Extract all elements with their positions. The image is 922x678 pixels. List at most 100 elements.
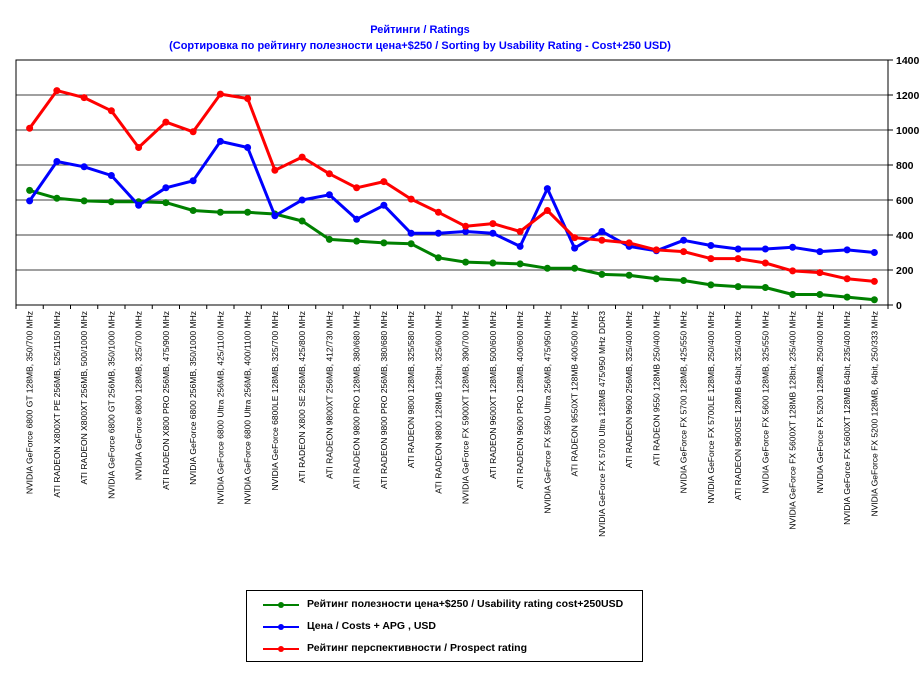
data-point-s2-10: [298, 153, 306, 161]
x-tick-label: NVIDIA GeForce 6800 GT 256MB, 350/1000 M…: [106, 311, 116, 499]
data-point-s1-27: [761, 245, 769, 253]
data-point-s2-22: [625, 239, 633, 247]
data-point-s1-24: [680, 236, 688, 244]
x-tick-label: ATI RADEON 9550 128MB 250/400 MHz: [651, 311, 661, 466]
data-point-s2-23: [652, 246, 660, 254]
data-point-s0-30: [843, 293, 851, 301]
data-point-s0-1: [53, 194, 61, 202]
series-line-0: [29, 188, 875, 302]
x-tick-label: NVIDIA GeForce FX 5900XT 128MB, 390/700 …: [461, 311, 471, 504]
data-point-s1-28: [789, 243, 797, 251]
x-tick-label: NVIDIA GeForce 6800 128MB, 325/700 MHz: [134, 311, 144, 480]
x-tick-label: NVIDIA GeForce 6800 Ultra 256MB, 425/110…: [215, 311, 225, 505]
data-point-s0-13: [380, 239, 388, 247]
data-point-s2-4: [135, 144, 143, 151]
data-point-s2-21: [598, 236, 606, 244]
x-tick-label: ATI RADEON 9600SE 128MB 64bit, 325/400 M…: [733, 311, 743, 500]
data-point-s1-0: [26, 197, 34, 205]
data-point-s1-3: [107, 172, 115, 179]
x-tick-label: NVIDIA GeForce 6800 Ultra 256MB, 400/110…: [243, 311, 253, 505]
data-point-s2-18: [516, 228, 524, 235]
data-point-s1-16: [462, 228, 470, 235]
x-tick-label: ATI RADEON 9800XT 256MB, 412/730 MHz: [324, 311, 334, 479]
chart-title: Рейтинги / Ratings: [370, 24, 470, 36]
data-point-s1-15: [434, 229, 442, 237]
data-point-s2-24: [680, 248, 688, 256]
data-point-s2-14: [407, 195, 415, 203]
data-point-s0-21: [598, 270, 606, 278]
data-point-s2-6: [189, 128, 197, 136]
data-point-s1-25: [707, 242, 715, 249]
data-point-s0-12: [353, 237, 361, 245]
data-point-s2-0: [26, 124, 34, 132]
data-point-s0-10: [298, 217, 306, 225]
x-tick-label: ATI RADEON 9800 PRO 128MB, 380/680 MHz: [352, 311, 362, 489]
data-point-s1-19: [543, 185, 551, 193]
data-point-s2-2: [80, 94, 88, 102]
data-point-s1-6: [189, 177, 197, 185]
y-tick-label: 1200: [896, 90, 920, 102]
x-tick-label: NVIDIA GeForce FX 5200 128MB, 64bit, 250…: [869, 311, 879, 517]
data-point-s1-5: [162, 184, 170, 192]
legend-label-usability: Рейтинг полезности цена+$250 / Usability…: [307, 598, 624, 610]
data-point-s2-13: [380, 178, 388, 186]
series-line-1: [28, 139, 875, 254]
data-point-s2-5: [162, 118, 170, 126]
data-point-s0-19: [543, 264, 551, 272]
legend-swatch-cost: [263, 624, 299, 630]
data-point-s1-8: [244, 144, 252, 151]
data-point-s1-11: [325, 191, 333, 199]
data-point-s0-22: [625, 271, 633, 279]
data-point-s1-20: [571, 244, 579, 252]
x-tick-label: NVIDIA GeForce FX 5700 128MB, 425/550 MH…: [679, 311, 689, 493]
data-point-s1-17: [489, 229, 497, 237]
x-tick-label: NVIDIA GeForce 6800LE 128MB, 325/700 MHz: [270, 311, 280, 491]
legend-swatch-usability: [263, 602, 299, 608]
data-point-s2-30: [843, 275, 851, 283]
plot-area: [15, 59, 889, 306]
x-tick-label: ATI RADEON X800 PRO 256MB, 475/900 MHz: [161, 311, 171, 490]
data-point-s2-31: [870, 277, 878, 285]
x-tick-label: ATI RADEON 9600XT 128MB, 500/600 MHz: [488, 311, 498, 479]
data-point-s0-14: [407, 240, 415, 248]
data-point-s1-9: [271, 212, 279, 220]
data-point-s0-11: [325, 235, 333, 243]
data-point-s2-15: [434, 208, 442, 216]
data-point-s1-29: [816, 248, 824, 256]
data-point-s1-13: [380, 201, 388, 209]
data-point-s0-18: [516, 260, 524, 268]
data-point-s0-20: [571, 264, 579, 272]
y-tick-label: 1000: [896, 125, 920, 137]
x-tick-label: NVIDIA GeForce FX 5950 Ultra 256MB, 475/…: [542, 311, 552, 514]
data-point-s0-6: [189, 207, 197, 214]
x-tick-label: ATI RADEON 9800 128MB 128bit, 325/600 MH…: [433, 311, 443, 494]
x-tick-label: ATI RADEON X800XT 256MB, 500/1000 MHz: [79, 311, 89, 485]
data-point-s0-28: [789, 291, 797, 298]
data-point-s0-7: [216, 208, 224, 216]
data-point-s0-2: [80, 197, 88, 205]
x-tick-label: ATI RADEON X800XT PE 256MB, 525/1150 MHz: [52, 311, 62, 498]
data-point-s2-17: [489, 220, 497, 228]
data-point-s1-10: [298, 196, 306, 204]
y-tick-label: 200: [896, 265, 914, 277]
legend-label-prospect: Рейтинг перспективности / Prospect ratin…: [307, 642, 528, 654]
y-tick-label: 400: [896, 230, 914, 242]
data-point-s0-17: [489, 259, 497, 267]
data-point-s2-25: [707, 255, 715, 263]
y-tick-label: 0: [896, 300, 902, 312]
data-point-s0-31: [870, 296, 878, 304]
x-tick-label: NVIDIA GeForce 6800 256MB, 350/1000 MHz: [188, 311, 198, 485]
x-tick-label: ATI RADEON 9600 256MB, 325/400 MHz: [624, 311, 634, 468]
data-point-s0-29: [816, 291, 824, 298]
data-point-s0-15: [434, 254, 442, 262]
data-point-s2-27: [761, 259, 769, 267]
data-point-s1-31: [870, 249, 878, 256]
data-point-s2-8: [244, 95, 252, 102]
data-point-s1-18: [516, 242, 524, 250]
y-tick-label: 800: [896, 160, 914, 172]
data-point-s0-23: [652, 275, 660, 283]
data-point-s2-1: [53, 87, 61, 95]
chart-subtitle: (Сортировка по рейтингу полезности цена+…: [169, 40, 671, 52]
data-point-s0-8: [244, 208, 252, 216]
